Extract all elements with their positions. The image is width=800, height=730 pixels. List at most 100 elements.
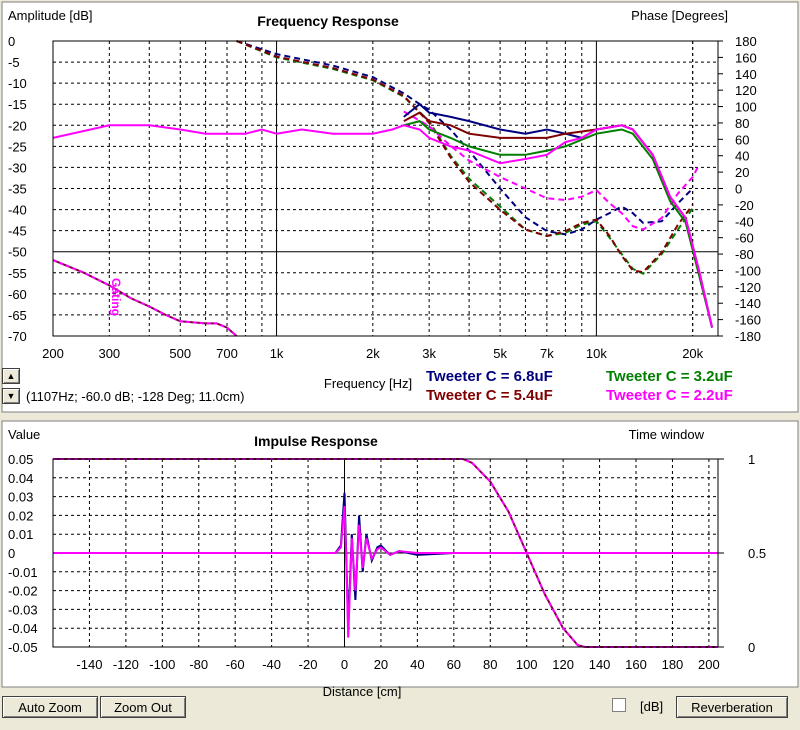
impulse-tick-labels: -140 -120 -100 -80 -60 -40 -20 0 20 40 60 80 100 120 1…	[8, 452, 766, 672]
y2-tick-180: 180	[735, 34, 757, 49]
legend: Tweeter C = 6.8uF Tweeter C = 3.2uF Twee…	[426, 368, 733, 404]
y-tick-10: -10	[8, 76, 27, 91]
y-tick-15: -15	[8, 97, 27, 112]
x-tick-40: 40	[410, 657, 424, 672]
y2-tick-0: 0	[748, 640, 755, 655]
y2-tick-160: -160	[735, 313, 761, 328]
y-tick-50: -50	[8, 245, 27, 260]
frequency-panel	[1, 1, 799, 413]
y-tick-0: 0	[8, 34, 15, 49]
y-tick-0-02: -0.02	[8, 584, 38, 599]
x-tick-0: 0	[341, 657, 348, 672]
x-tick-180: 180	[662, 657, 684, 672]
legend-entry-2-2uf: Tweeter C = 2.2uF	[606, 387, 733, 404]
x-tick-200: 200	[698, 657, 720, 672]
phase-line-tweeter-c-2-2uf	[403, 110, 701, 231]
y2-tick-60: 60	[735, 132, 749, 147]
amplitude-line-tweeter-c-2-2uf	[52, 124, 714, 328]
x-tick-20: 20	[374, 657, 388, 672]
frequency-right-axis-label: Phase [Degrees]	[631, 8, 728, 23]
x-tick-2k: 2k	[366, 346, 380, 361]
y2-tick-120: -120	[735, 280, 761, 295]
gating-line	[52, 259, 238, 337]
x-tick-3k: 3k	[422, 346, 436, 361]
y-tick-0-03: 0.03	[8, 490, 33, 505]
impulse-left-axis-label: Value	[8, 427, 40, 442]
x-tick-500: 500	[169, 346, 191, 361]
frequency-series	[52, 40, 714, 337]
frequency-plot-frame[interactable]	[52, 40, 719, 337]
frequency-left-axis-label: Amplitude [dB]	[8, 8, 93, 23]
y-tick-0-01: 0.01	[8, 527, 33, 542]
y2-tick-140: -140	[735, 296, 761, 311]
y2-tick-160: 160	[735, 50, 757, 65]
x-tick-1k: 1k	[270, 346, 284, 361]
spin-down-button[interactable]: ▼	[2, 388, 20, 404]
frequency-tick-labels: 200 300 500 700 1k 2k 3k 5k 7k 10k 20k0-5-10-15-20…	[8, 34, 761, 361]
frequency-x-axis-label: Frequency [Hz]	[324, 376, 412, 391]
y-tick-25: -25	[8, 139, 27, 154]
x-tick-60: 60	[447, 657, 461, 672]
impulse-series	[53, 458, 718, 648]
y2-tick-100: -100	[735, 263, 761, 278]
x-tick-120: -120	[113, 657, 139, 672]
y2-tick-1: 1	[748, 452, 755, 467]
db-checkbox[interactable]	[612, 698, 626, 712]
y2-tick-40: -40	[735, 214, 754, 229]
y-tick-70: -70	[8, 329, 27, 344]
x-tick-20: -20	[299, 657, 318, 672]
y2-tick-180: -180	[735, 329, 761, 344]
y-tick-0-05: -0.05	[8, 640, 38, 655]
y-tick-20: -20	[8, 118, 27, 133]
x-tick-160: 160	[625, 657, 647, 672]
x-tick-80: 80	[483, 657, 497, 672]
x-tick-5k: 5k	[493, 346, 507, 361]
legend-entry-6-8uf: Tweeter C = 6.8uF	[426, 368, 553, 385]
x-tick-300: 300	[98, 346, 120, 361]
y-tick-55: -55	[8, 266, 27, 281]
phase-line-tweeter-c-5-4uf	[236, 40, 694, 274]
x-tick-7k: 7k	[540, 346, 554, 361]
x-tick-700: 700	[216, 346, 238, 361]
y2-tick-20: 20	[735, 165, 749, 180]
y-tick-0-05: 0.05	[8, 452, 33, 467]
x-tick-80: -80	[189, 657, 208, 672]
y2-tick-0: 0	[735, 182, 742, 197]
impulse-chart-title: Impulse Response	[254, 433, 378, 449]
y-tick-0-01: -0.01	[8, 565, 38, 580]
y-tick-35: -35	[8, 182, 27, 197]
x-tick-10k: 10k	[586, 346, 607, 361]
y2-tick-40: 40	[735, 149, 749, 164]
impulse-right-axis-label: Time window	[629, 427, 705, 442]
y2-tick-60: -60	[735, 231, 754, 246]
y2-tick-80: 80	[735, 116, 749, 131]
y-tick-30: -30	[8, 160, 27, 175]
y2-tick-140: 140	[735, 67, 757, 82]
y-tick-0-03: -0.03	[8, 602, 38, 617]
x-tick-120: 120	[552, 657, 574, 672]
x-tick-140: 140	[589, 657, 611, 672]
y2-tick-80: -80	[735, 247, 754, 262]
auto-zoom-button[interactable]: Auto Zoom	[2, 696, 98, 718]
y2-tick-20: -20	[735, 198, 754, 213]
reverberation-button[interactable]: Reverberation	[676, 696, 788, 718]
y-tick-0-04: 0.04	[8, 471, 33, 486]
x-tick-20k: 20k	[682, 346, 703, 361]
y-tick-0-04: -0.04	[8, 621, 38, 636]
frequency-grid	[53, 41, 718, 336]
legend-entry-5-4uf: Tweeter C = 5.4uF	[426, 387, 553, 404]
y2-tick-120: 120	[735, 83, 757, 98]
cursor-readout: (1107Hz; -60.0 dB; -128 Deg; 11.0cm)	[26, 389, 244, 404]
zoom-out-button[interactable]: Zoom Out	[100, 696, 186, 718]
x-tick-100: 100	[516, 657, 538, 672]
y-tick-5: -5	[8, 55, 20, 70]
y-tick-60: -60	[8, 287, 27, 302]
y2-tick-100: 100	[735, 100, 757, 115]
amplitude-line-tweeter-c-3-2uf	[403, 119, 714, 328]
spin-up-button[interactable]: ▲	[2, 368, 20, 384]
impulse-plot-frame[interactable]	[52, 458, 719, 648]
x-tick-200: 200	[42, 346, 64, 361]
impulse-line-tweeter-c-2-2uf	[53, 505, 718, 638]
x-tick-40: -40	[262, 657, 281, 672]
